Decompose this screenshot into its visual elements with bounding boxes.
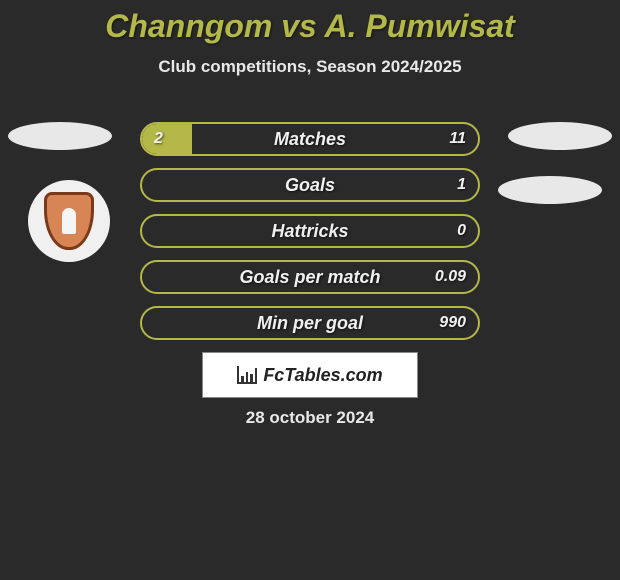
stat-label: Matches [142,124,478,154]
stat-right-value: 0.09 [435,262,466,292]
stat-right-value: 11 [449,124,466,154]
stat-row: Hattricks 0 [140,214,480,248]
player-ellipse-left [8,122,112,150]
stat-right-value: 1 [457,170,466,200]
player-ellipse-right-1 [508,122,612,150]
player-ellipse-right-2 [498,176,602,204]
shield-icon [44,192,94,250]
club-badge [28,180,110,262]
stat-row: Min per goal 990 [140,306,480,340]
stat-label: Goals per match [142,262,478,292]
brand-text: FcTables.com [263,365,382,386]
stat-right-value: 990 [439,308,466,338]
stat-label: Min per goal [142,308,478,338]
stats-bars: 2 Matches 11 Goals 1 Hattricks 0 Goals p… [140,122,480,352]
stat-row: 2 Matches 11 [140,122,480,156]
chart-icon [237,366,257,384]
brand-box[interactable]: FcTables.com [202,352,418,398]
stat-right-value: 0 [457,216,466,246]
date-text: 28 october 2024 [0,408,620,428]
page-title: Channgom vs A. Pumwisat [0,0,620,45]
stat-row: Goals per match 0.09 [140,260,480,294]
stat-row: Goals 1 [140,168,480,202]
stat-label: Goals [142,170,478,200]
stat-label: Hattricks [142,216,478,246]
page-subtitle: Club competitions, Season 2024/2025 [0,57,620,77]
